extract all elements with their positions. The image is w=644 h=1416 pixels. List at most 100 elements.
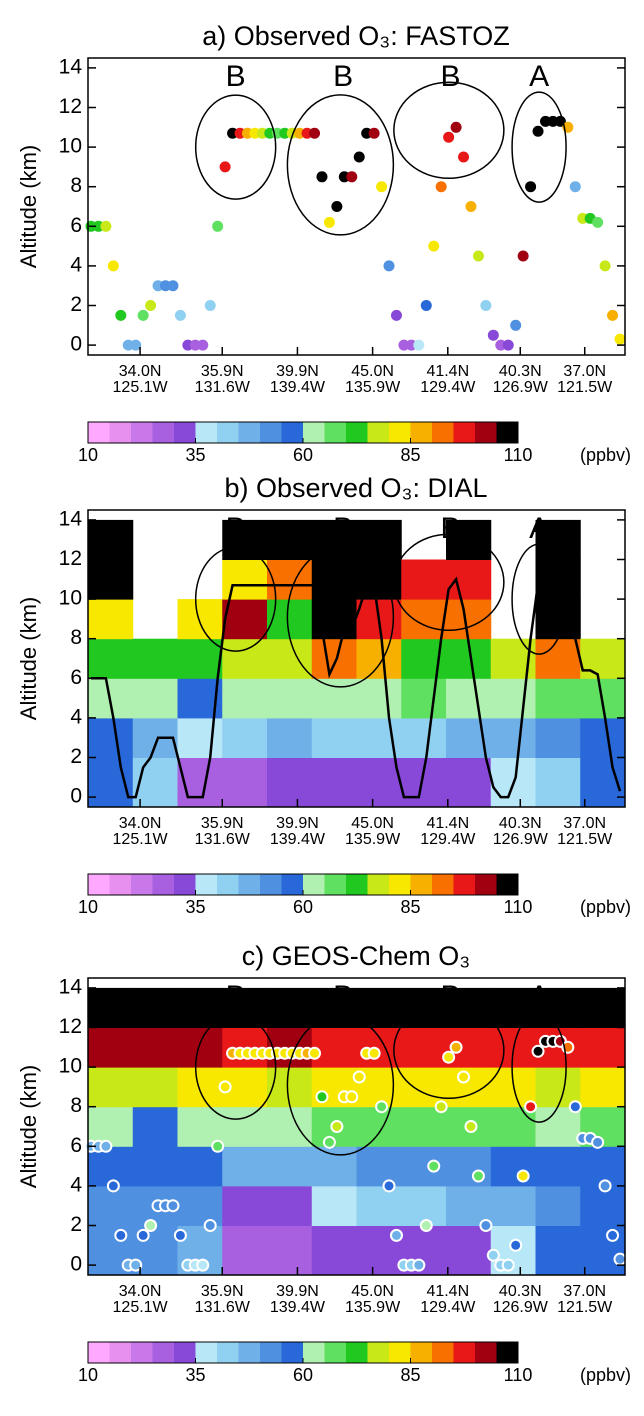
colorbar-swatch xyxy=(174,874,196,895)
colorbar-tick-label: 60 xyxy=(293,1365,313,1385)
y-tick-label: 14 xyxy=(59,507,83,530)
track-point xyxy=(173,1228,187,1242)
y-tick-label: 4 xyxy=(70,253,82,276)
track-point xyxy=(531,1044,545,1058)
track-point xyxy=(471,1169,485,1183)
track-point xyxy=(212,220,224,232)
colorbar-swatch xyxy=(281,1342,304,1363)
ozone-field-cell xyxy=(490,678,536,719)
x-tick-label: 37.0N xyxy=(563,815,606,832)
colorbar-swatch xyxy=(346,874,368,895)
panel-title: a) Observed O₃: FASTOZ xyxy=(202,21,510,51)
colorbar-swatch xyxy=(217,422,239,443)
track-point xyxy=(219,161,231,173)
ozone-field-cell xyxy=(132,1027,178,1068)
track-point xyxy=(613,1252,627,1266)
x-tick-label: 37.0N xyxy=(563,1283,606,1300)
ozone-field-cell xyxy=(580,757,626,808)
track-point xyxy=(413,339,425,351)
ozone-field-cell xyxy=(580,987,626,1028)
ozone-field-cell xyxy=(267,638,313,679)
colorbar-unit: (ppbv) xyxy=(580,445,631,465)
highlight-ellipse xyxy=(194,94,277,200)
ozone-field-cell xyxy=(535,987,581,1028)
track-point xyxy=(107,260,119,272)
ozone-field-cell xyxy=(88,987,134,1028)
colorbar-swatch xyxy=(88,1342,110,1363)
y-tick-label: 8 xyxy=(70,1094,82,1117)
ozone-field-cell xyxy=(88,559,134,600)
track-point xyxy=(115,309,127,321)
track-point xyxy=(449,1040,463,1054)
colorbar-swatch xyxy=(303,422,325,443)
track-point xyxy=(419,1219,433,1232)
track-point xyxy=(114,1228,128,1242)
colorbar-swatch xyxy=(346,1342,368,1363)
track-point xyxy=(218,1080,232,1094)
track-point xyxy=(211,1139,225,1153)
track-point xyxy=(345,1090,359,1104)
region-label: B xyxy=(333,980,353,1013)
track-point xyxy=(420,300,432,311)
track-point xyxy=(479,1219,493,1232)
x-tick-label: 121.5W xyxy=(557,831,613,848)
track-point xyxy=(308,1046,322,1060)
panel-title: c) GEOS-Chem O₃ xyxy=(242,941,471,971)
x-tick-label: 41.4N xyxy=(426,363,469,380)
x-tick-label: 126.9W xyxy=(493,831,549,848)
ozone-field-cell xyxy=(311,1146,357,1187)
ozone-field-cell xyxy=(88,717,134,758)
ozone-field-cell xyxy=(580,638,626,679)
track-point xyxy=(106,1179,120,1193)
ozone-field-cell xyxy=(535,638,581,679)
colorbar-swatch xyxy=(367,1342,390,1363)
ozone-field-cell xyxy=(490,1185,536,1226)
colorbar-swatch xyxy=(410,422,433,443)
ozone-field-cell xyxy=(132,1146,178,1187)
ozone-field-cell xyxy=(267,987,313,1028)
x-tick-label: 131.6W xyxy=(195,379,251,396)
track-point xyxy=(502,339,514,351)
colorbar-swatch xyxy=(109,1342,132,1363)
track-point xyxy=(137,309,149,321)
ozone-field-cell xyxy=(267,599,313,640)
ozone-field-cell xyxy=(535,1146,581,1187)
x-tick-label: 135.9W xyxy=(345,831,401,848)
ozone-field-cell xyxy=(88,1027,134,1068)
track-point xyxy=(144,1219,158,1232)
ozone-field-cell xyxy=(401,599,447,640)
colorbar-swatch xyxy=(109,874,132,895)
track-point xyxy=(136,1228,150,1242)
ozone-field-cell xyxy=(267,1185,313,1226)
ozone-field-cell xyxy=(356,757,402,808)
ozone-field-cell xyxy=(222,519,268,560)
colorbar-swatch xyxy=(389,874,411,895)
ozone-field-cell xyxy=(446,559,492,600)
y-axis-label: Altitude (km) xyxy=(16,145,41,268)
y-tick-label: 12 xyxy=(59,1015,82,1038)
colorbar-tick-label: 85 xyxy=(400,897,420,917)
track-point xyxy=(465,201,477,212)
track-point xyxy=(323,216,335,228)
x-tick-label: 45.0N xyxy=(351,815,394,832)
track-point xyxy=(353,151,365,163)
ozone-field-cell xyxy=(222,1225,268,1276)
y-tick-label: 12 xyxy=(59,547,82,570)
colorbar-swatch xyxy=(152,1342,175,1363)
colorbar-swatch xyxy=(432,874,454,895)
track-point xyxy=(443,131,455,143)
colorbar-swatch xyxy=(217,1342,239,1363)
track-point xyxy=(501,1258,515,1272)
ozone-field-cell xyxy=(580,1067,626,1108)
track-point xyxy=(322,1135,336,1149)
ozone-field-cell xyxy=(490,1146,536,1187)
ozone-field-cell xyxy=(311,1027,357,1068)
track-point xyxy=(383,260,395,272)
ozone-field-cell xyxy=(535,1185,581,1226)
colorbar-swatch xyxy=(174,1342,196,1363)
track-point xyxy=(442,1050,456,1064)
x-tick-label: 35.9N xyxy=(201,363,244,380)
track-point xyxy=(204,300,216,311)
x-tick-label: 34.0N xyxy=(119,1283,162,1300)
colorbar-swatch xyxy=(324,422,347,443)
